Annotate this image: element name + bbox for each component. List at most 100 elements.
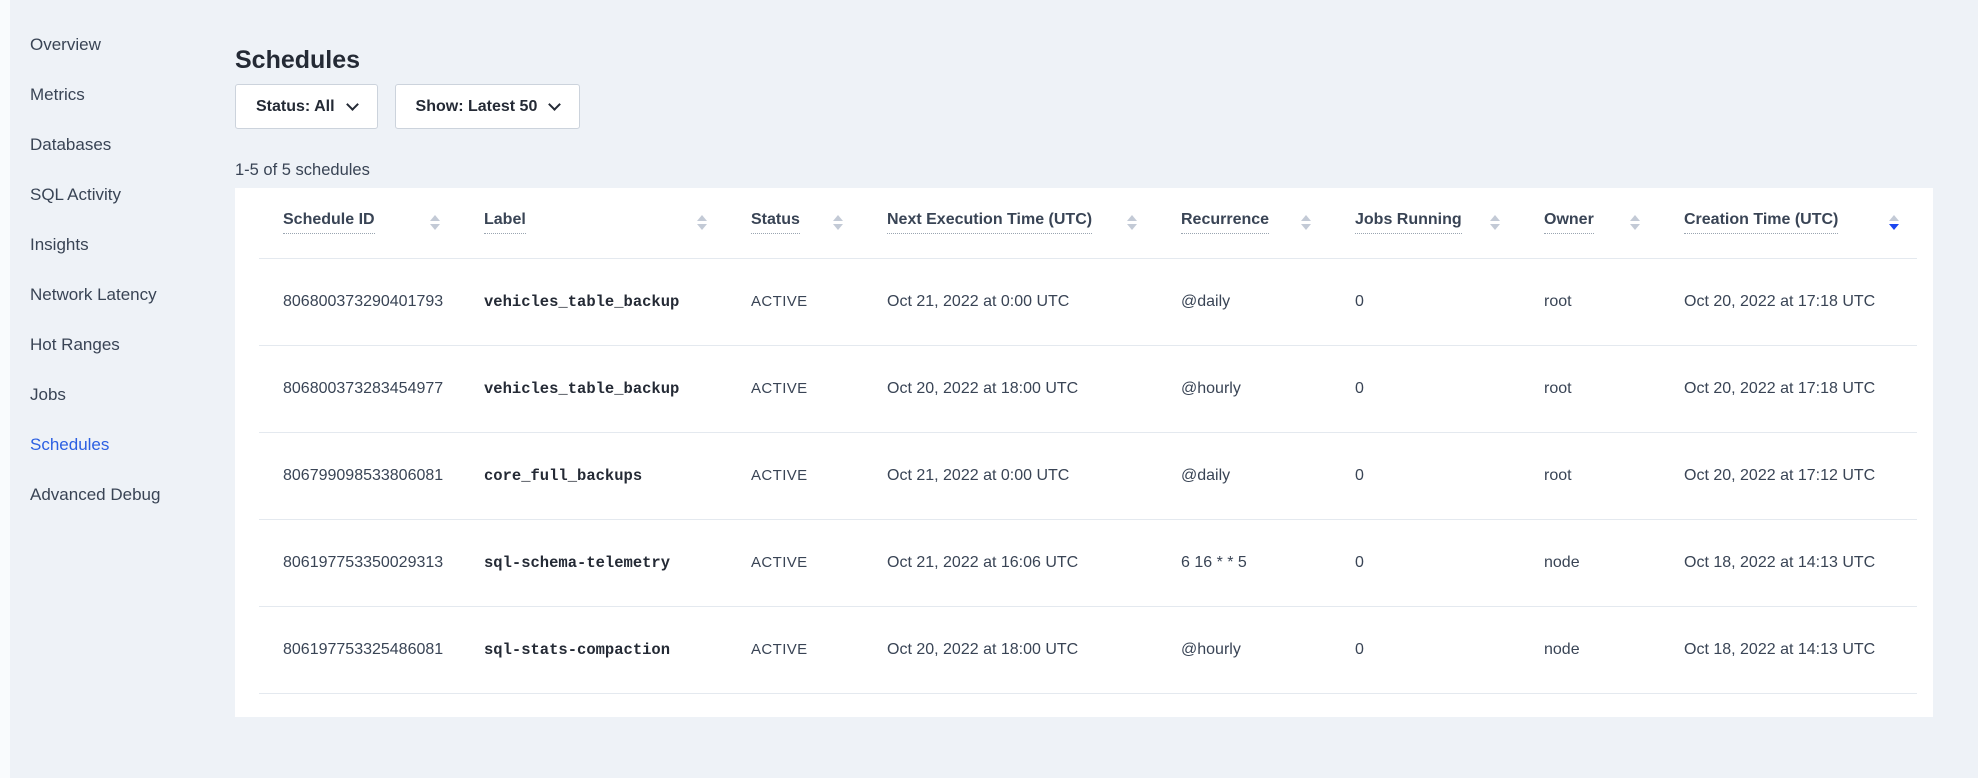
cell-jobs-running: 0 <box>1355 432 1544 520</box>
column-header-owner[interactable]: Owner <box>1544 188 1684 259</box>
sort-down-icon <box>833 224 843 231</box>
cell-recurrence: @daily <box>1181 258 1355 346</box>
table-header-row: Schedule ID Label Status Next Execu <box>259 188 1917 259</box>
sort-down-icon <box>697 224 707 231</box>
sort-up-icon <box>1127 215 1137 222</box>
schedules-table-card: Schedule ID Label Status Next Execu <box>235 188 1933 717</box>
sort-up-icon <box>1630 215 1640 222</box>
cell-jobs-running: 0 <box>1355 606 1544 694</box>
column-header-jobs-running[interactable]: Jobs Running <box>1355 188 1544 259</box>
sort-arrows-icon[interactable] <box>697 215 707 231</box>
sort-arrows-icon[interactable] <box>1889 215 1899 231</box>
cell-status: ACTIVE <box>751 345 887 433</box>
cell-next-execution-time: Oct 21, 2022 at 0:00 UTC <box>887 432 1181 520</box>
sort-arrows-icon[interactable] <box>1127 215 1137 231</box>
sidebar-item-label: Overview <box>30 35 101 54</box>
sidebar-item-advanced-debug[interactable]: Advanced Debug <box>0 470 235 520</box>
cell-schedule-id: 806800373283454977 <box>259 345 484 433</box>
column-header-status[interactable]: Status <box>751 188 887 259</box>
cell-recurrence: @hourly <box>1181 606 1355 694</box>
sidebar-item-sql-activity[interactable]: SQL Activity <box>0 170 235 220</box>
sidebar-item-metrics[interactable]: Metrics <box>0 70 235 120</box>
column-header-label[interactable]: Label <box>484 188 751 259</box>
sidebar-item-label: Network Latency <box>30 285 157 304</box>
cell-next-execution-time: Oct 20, 2022 at 18:00 UTC <box>887 345 1181 433</box>
sort-down-icon <box>1127 224 1137 231</box>
sidebar-item-label: Schedules <box>30 435 110 454</box>
cell-label: sql-schema-telemetry <box>484 519 751 607</box>
show-filter-dropdown[interactable]: Show: Latest 50 <box>394 84 581 129</box>
cell-owner: root <box>1544 432 1684 520</box>
cell-status: ACTIVE <box>751 432 887 520</box>
sort-arrows-icon[interactable] <box>1490 215 1500 231</box>
cell-label: core_full_backups <box>484 432 751 520</box>
sort-arrows-icon[interactable] <box>833 215 843 231</box>
cell-owner: root <box>1544 258 1684 346</box>
column-header-label: Status <box>751 211 800 235</box>
column-header-label: Owner <box>1544 211 1594 235</box>
sidebar-item-jobs[interactable]: Jobs <box>0 370 235 420</box>
sort-up-icon <box>430 215 440 222</box>
cell-status: ACTIVE <box>751 606 887 694</box>
sidebar-item-list: Overview Metrics Databases SQL Activity … <box>0 20 235 520</box>
filter-bar: Status: All Show: Latest 50 <box>235 84 581 129</box>
cell-creation-time: Oct 20, 2022 at 17:12 UTC <box>1684 432 1917 520</box>
cell-next-execution-time: Oct 20, 2022 at 18:00 UTC <box>887 606 1181 694</box>
column-header-label: Next Execution Time (UTC) <box>887 211 1093 235</box>
sidebar-item-label: Insights <box>30 235 89 254</box>
cell-creation-time: Oct 20, 2022 at 17:18 UTC <box>1684 345 1917 433</box>
sidebar-item-schedules[interactable]: Schedules <box>0 420 235 470</box>
cell-next-execution-time: Oct 21, 2022 at 0:00 UTC <box>887 258 1181 346</box>
table-body: 806800373290401793 vehicles_table_backup… <box>259 258 1917 694</box>
column-header-schedule-id[interactable]: Schedule ID <box>259 188 484 259</box>
sidebar-item-databases[interactable]: Databases <box>0 120 235 170</box>
cell-jobs-running: 0 <box>1355 258 1544 346</box>
sidebar-item-label: Databases <box>30 135 112 154</box>
status-filter-dropdown[interactable]: Status: All <box>235 84 378 129</box>
cell-jobs-running: 0 <box>1355 345 1544 433</box>
column-header-next-execution-time-utc-[interactable]: Next Execution Time (UTC) <box>887 188 1181 259</box>
cell-schedule-id: 806800373290401793 <box>259 258 484 346</box>
cell-recurrence: 6 16 * * 5 <box>1181 519 1355 607</box>
schedules-table: Schedule ID Label Status Next Execu <box>259 188 1917 694</box>
sort-up-icon <box>1301 215 1311 222</box>
sidebar-item-label: Advanced Debug <box>30 485 161 504</box>
cell-owner: node <box>1544 606 1684 694</box>
sort-down-icon <box>1630 224 1640 231</box>
main-content: Schedules Status: All Show: Latest 50 1-… <box>235 0 1933 778</box>
sidebar-item-network-latency[interactable]: Network Latency <box>0 270 235 320</box>
sort-up-icon <box>833 215 843 222</box>
sort-arrows-icon[interactable] <box>1301 215 1311 231</box>
cell-creation-time: Oct 18, 2022 at 14:13 UTC <box>1684 519 1917 607</box>
cell-next-execution-time: Oct 21, 2022 at 16:06 UTC <box>887 519 1181 607</box>
cell-owner: root <box>1544 345 1684 433</box>
page-left-gutter <box>0 0 10 778</box>
sort-up-icon <box>1490 215 1500 222</box>
cell-creation-time: Oct 18, 2022 at 14:13 UTC <box>1684 606 1917 694</box>
cell-schedule-id: 806197753350029313 <box>259 519 484 607</box>
sort-down-icon <box>1889 224 1899 231</box>
cell-schedule-id: 806799098533806081 <box>259 432 484 520</box>
cell-jobs-running: 0 <box>1355 519 1544 607</box>
column-header-label: Label <box>484 211 526 235</box>
sort-arrows-icon[interactable] <box>1630 215 1640 231</box>
cell-owner: node <box>1544 519 1684 607</box>
sidebar-item-label: SQL Activity <box>30 185 122 204</box>
sort-up-icon <box>697 215 707 222</box>
sort-up-icon <box>1889 215 1899 222</box>
sidebar-item-hot-ranges[interactable]: Hot Ranges <box>0 320 235 370</box>
table-row: 806799098533806081 core_full_backups ACT… <box>259 432 1917 520</box>
cell-recurrence: @hourly <box>1181 345 1355 433</box>
status-filter-label: Status: All <box>256 97 335 115</box>
sort-down-icon <box>1490 224 1500 231</box>
sidebar-item-insights[interactable]: Insights <box>0 220 235 270</box>
sort-arrows-icon[interactable] <box>430 215 440 231</box>
sidebar-item-overview[interactable]: Overview <box>0 20 235 70</box>
table-row: 806197753350029313 sql-schema-telemetry … <box>259 519 1917 607</box>
sort-down-icon <box>430 224 440 231</box>
cell-schedule-id: 806197753325486081 <box>259 606 484 694</box>
column-header-label: Schedule ID <box>283 211 375 235</box>
column-header-creation-time-utc-[interactable]: Creation Time (UTC) <box>1684 188 1917 259</box>
cell-status: ACTIVE <box>751 258 887 346</box>
column-header-recurrence[interactable]: Recurrence <box>1181 188 1355 259</box>
